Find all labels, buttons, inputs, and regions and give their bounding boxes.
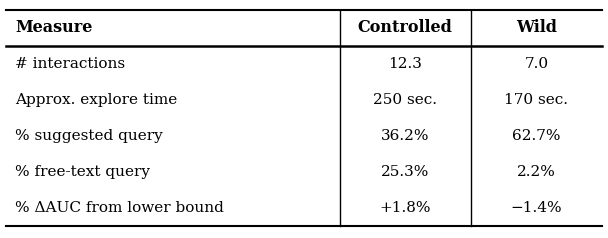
Text: % ΔAUC from lower bound: % ΔAUC from lower bound [15,201,224,215]
Text: 25.3%: 25.3% [381,165,429,179]
Text: Controlled: Controlled [358,19,453,36]
Text: +1.8%: +1.8% [379,201,431,215]
Text: # interactions: # interactions [15,57,125,71]
Text: 12.3: 12.3 [389,57,422,71]
Text: 36.2%: 36.2% [381,129,429,143]
Text: Approx. explore time: Approx. explore time [15,93,178,107]
Text: 170 sec.: 170 sec. [505,93,568,107]
Text: 2.2%: 2.2% [517,165,556,179]
Text: Wild: Wild [516,19,557,36]
Text: 7.0: 7.0 [524,57,548,71]
Text: 250 sec.: 250 sec. [373,93,437,107]
Text: % free-text query: % free-text query [15,165,150,179]
Text: 62.7%: 62.7% [512,129,561,143]
Text: −1.4%: −1.4% [511,201,562,215]
Text: Measure: Measure [15,19,92,36]
Text: % suggested query: % suggested query [15,129,163,143]
